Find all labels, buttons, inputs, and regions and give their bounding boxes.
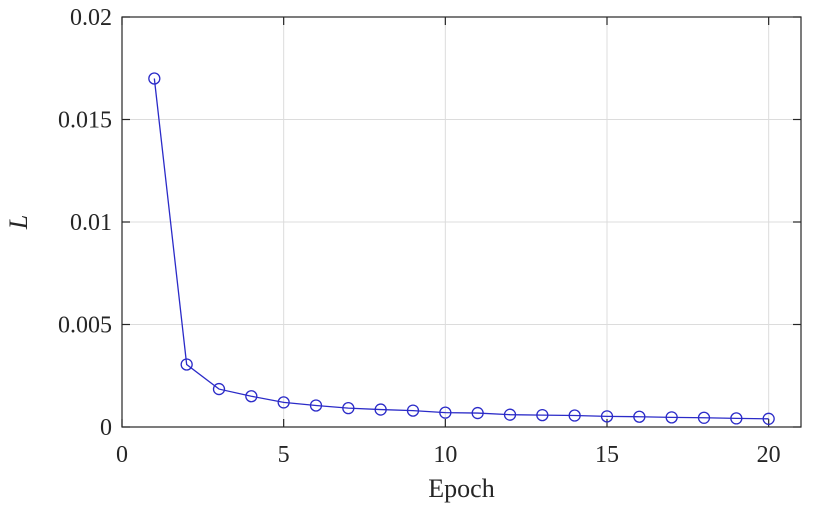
- series-group: [148, 72, 775, 425]
- x-tick-label: 15: [595, 442, 619, 468]
- data-point: [633, 410, 646, 423]
- data-point: [536, 408, 549, 422]
- y-tick-label: 0.005: [58, 313, 112, 339]
- loss-series-line: [153, 78, 769, 420]
- y-axis-label: L: [4, 215, 33, 230]
- y-tick-label: 0.02: [70, 5, 112, 31]
- data-point: [665, 411, 678, 424]
- data-point: [503, 408, 517, 421]
- data-point: [471, 406, 484, 420]
- data-point: [148, 72, 161, 85]
- data-point: [277, 396, 290, 409]
- x-tick-label: 0: [116, 442, 128, 468]
- x-axis-label: Epoch: [428, 474, 494, 503]
- y-tick-labels: 0 0.005 0.01 0.015 0.02: [58, 5, 112, 441]
- data-point: [697, 411, 711, 424]
- data-point: [245, 390, 258, 403]
- data-point: [730, 412, 743, 425]
- y-tick-label: 0: [100, 415, 112, 441]
- grid-lines: [122, 17, 801, 427]
- data-point: [212, 382, 226, 396]
- y-tick-label: 0.01: [70, 210, 112, 236]
- plot-area-frame: [121, 16, 802, 428]
- data-point: [309, 399, 323, 412]
- x-tick-label: 20: [757, 442, 781, 468]
- y-tick-label: 0.015: [58, 108, 112, 134]
- data-point: [762, 412, 775, 425]
- data-point: [406, 404, 420, 417]
- x-tick-label: 10: [433, 442, 457, 468]
- data-point: [180, 358, 193, 371]
- data-point: [374, 403, 387, 416]
- x-tick-label: 5: [278, 442, 290, 468]
- x-tick-labels: 0 5 10 15 20: [116, 442, 781, 468]
- data-point: [342, 401, 355, 415]
- data-point: [439, 406, 452, 419]
- data-point: [600, 410, 614, 423]
- data-point: [568, 409, 581, 422]
